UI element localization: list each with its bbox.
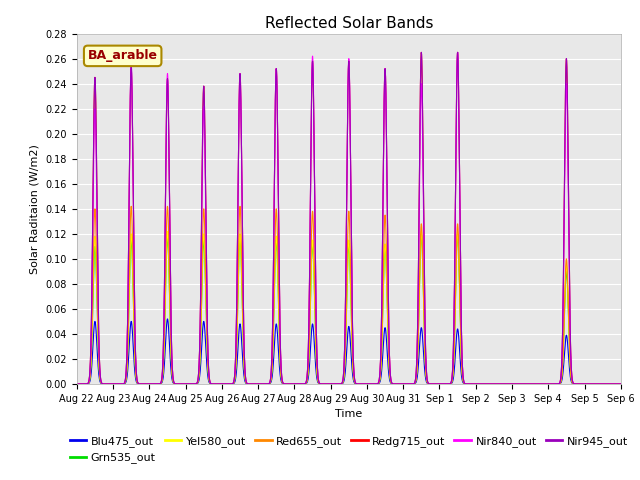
Title: Reflected Solar Bands: Reflected Solar Bands	[264, 16, 433, 31]
Y-axis label: Solar Raditaion (W/m2): Solar Raditaion (W/m2)	[30, 144, 40, 274]
X-axis label: Time: Time	[335, 409, 362, 419]
Text: BA_arable: BA_arable	[88, 49, 157, 62]
Legend: Blu475_out, Grn535_out, Yel580_out, Red655_out, Redg715_out, Nir840_out, Nir945_: Blu475_out, Grn535_out, Yel580_out, Red6…	[65, 432, 632, 468]
